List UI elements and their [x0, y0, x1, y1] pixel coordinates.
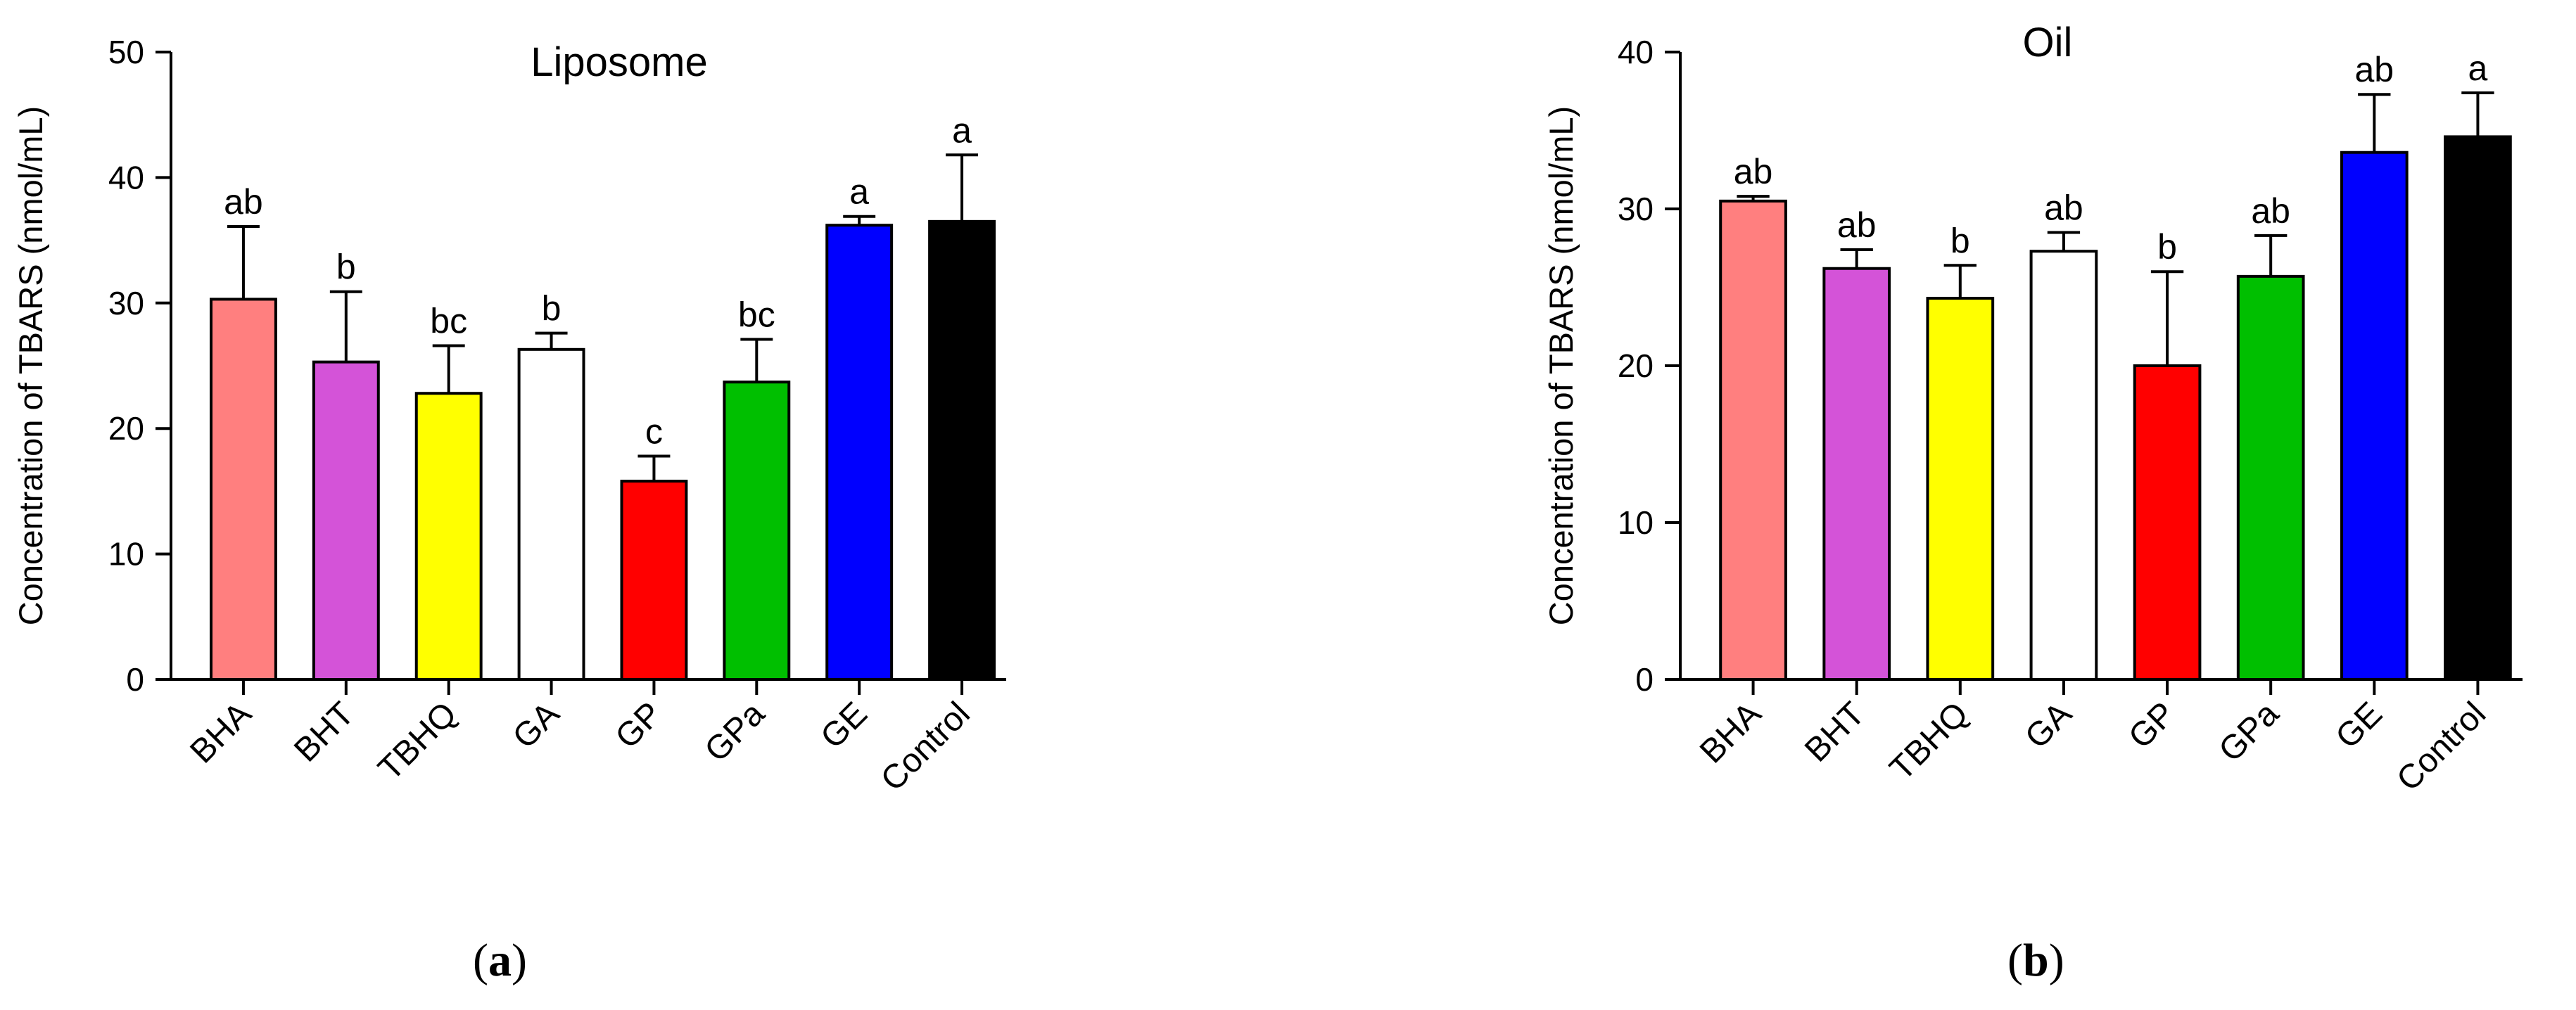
x-tick-label: GE	[813, 695, 875, 756]
chart-title: Oil	[2023, 20, 2073, 65]
significance-label: bc	[430, 301, 467, 340]
significance-label: b	[542, 289, 561, 328]
y-tick-label: 40	[1618, 34, 1654, 70]
x-tick-label: GPa	[2212, 695, 2287, 769]
y-tick-label: 30	[108, 285, 144, 321]
panel-caption-a: (a)	[473, 935, 527, 986]
x-tick-label: GA	[506, 695, 567, 756]
bar	[517, 347, 585, 681]
significance-label: ab	[2044, 188, 2083, 227]
panel-a-liposome-chart: Liposome Concentration of TBARS (nmol/mL…	[12, 34, 1006, 798]
significance-label: ab	[1734, 152, 1773, 191]
x-tick-label: TBHQ	[1883, 695, 1976, 788]
significance-label: a	[952, 110, 972, 150]
bar	[2133, 364, 2202, 681]
x-tick-label: BHT	[1798, 695, 1872, 769]
significance-label: a	[2468, 49, 2488, 88]
x-tick-label: GA	[2018, 695, 2079, 756]
panel-caption-letter: a	[488, 935, 512, 986]
y-tick-label: 20	[108, 410, 144, 447]
y-tick-label: 10	[1618, 504, 1654, 541]
y-tick-label: 30	[1618, 191, 1654, 227]
y-tick-label: 10	[108, 536, 144, 573]
bar	[312, 360, 380, 681]
significance-label: ab	[224, 182, 263, 222]
bar	[414, 392, 483, 681]
significance-label: b	[1950, 221, 1970, 260]
x-tick-label: GPa	[698, 695, 773, 769]
x-tick-label: GE	[2329, 695, 2390, 756]
y-axis-label: Concentration of TBARS (nmol/mL)	[1542, 106, 1580, 625]
y-tick-label: 0	[1635, 661, 1654, 698]
bar	[2029, 250, 2098, 681]
y-axis-label: Concentration of TBARS (nmol/mL)	[12, 106, 49, 625]
x-tick-label: Control	[874, 695, 977, 798]
y-tick-label: 50	[108, 34, 144, 70]
bar	[1926, 297, 1995, 681]
significance-label: ab	[1837, 205, 1877, 245]
significance-label: ab	[2355, 50, 2394, 89]
significance-label: bc	[738, 295, 775, 335]
x-tick-label: GP	[2121, 695, 2183, 756]
x-tick-label: Control	[2390, 695, 2493, 798]
chart-marks: 0 10 20 30 40 50 ab BHA b BHT bc TBHQ b GA c GP bc GPa a GE…	[108, 34, 1006, 798]
bar	[928, 219, 996, 681]
x-tick-label: TBHQ	[372, 695, 464, 788]
bar	[723, 381, 791, 682]
panel-b-oil-chart: Oil Concentration of TBARS (nmol/mL) 0 10…	[1542, 20, 2523, 798]
significance-label: a	[849, 172, 869, 212]
bar	[1822, 267, 1891, 681]
x-tick-label: BHA	[1693, 695, 1768, 770]
bar	[2236, 274, 2305, 681]
x-tick-label: BHA	[183, 695, 258, 770]
x-tick-label: GP	[609, 695, 670, 756]
significance-label: c	[645, 411, 663, 451]
bar	[209, 298, 277, 681]
y-tick-label: 20	[1618, 347, 1654, 384]
significance-label: ab	[2251, 191, 2290, 231]
bar	[825, 224, 894, 681]
bar	[620, 480, 688, 681]
significance-label: b	[2157, 227, 2177, 267]
chart-title: Liposome	[531, 39, 707, 85]
y-tick-label: 0	[126, 661, 144, 698]
chart-marks: 0 10 20 30 40 ab BHA ab BHT b TBHQ ab GA b GP ab GPa ab GE…	[1618, 34, 2523, 798]
bar	[2444, 135, 2512, 682]
panel-caption-letter: b	[2022, 935, 2049, 986]
panel-caption-b: (b)	[2007, 935, 2064, 986]
significance-label: b	[336, 248, 356, 287]
bar	[1719, 199, 1787, 682]
bar	[2340, 151, 2409, 682]
y-tick-label: 40	[108, 159, 144, 196]
x-tick-label: BHT	[287, 695, 361, 769]
